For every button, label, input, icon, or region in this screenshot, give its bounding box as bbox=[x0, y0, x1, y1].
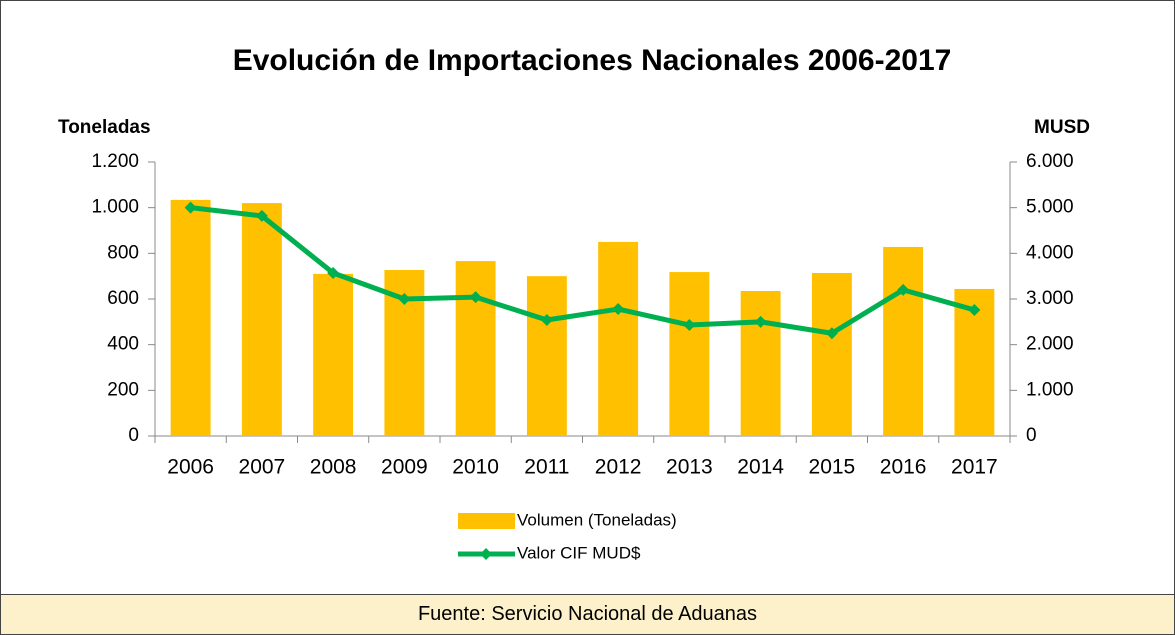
line bbox=[190, 205, 976, 336]
x-tick-label: 2011 bbox=[524, 456, 569, 479]
legend-label: Valor CIF MUD$ bbox=[517, 543, 641, 562]
marker bbox=[968, 303, 981, 316]
legend-label: Volumen (Toneladas) bbox=[517, 510, 677, 529]
yticks-label: 400 bbox=[107, 334, 139, 355]
marker bbox=[255, 209, 268, 222]
x-tick-label: 2007 bbox=[239, 456, 286, 479]
x-tick-label: 2008 bbox=[310, 456, 357, 479]
legend-swatch bbox=[458, 513, 515, 529]
y2-axis-title: MUSD bbox=[1034, 117, 1090, 138]
marker bbox=[612, 303, 625, 316]
x-tick-label: 2016 bbox=[880, 456, 927, 479]
bar bbox=[170, 199, 211, 436]
bar bbox=[455, 261, 496, 436]
x-tick-label: 2014 bbox=[737, 456, 784, 479]
marker bbox=[825, 327, 838, 340]
marker bbox=[897, 283, 910, 296]
y2ticks-label: 4.000 bbox=[1026, 242, 1074, 263]
source-note: Fuente: Servicio Nacional de Aduanas bbox=[0, 595, 1175, 635]
marker bbox=[540, 314, 553, 327]
bar bbox=[241, 203, 282, 436]
x-tick-label: 2017 bbox=[951, 456, 998, 479]
marker bbox=[398, 293, 411, 305]
yticks-label: 1.000 bbox=[91, 197, 139, 218]
chart: Evolución de Importaciones Nacionales 20… bbox=[0, 0, 1175, 595]
bar bbox=[598, 241, 639, 436]
yticks-label: 200 bbox=[107, 379, 139, 400]
x-tick-label: 2015 bbox=[809, 456, 856, 479]
bar bbox=[811, 272, 852, 436]
marker bbox=[469, 291, 482, 304]
x-tick-label: 2009 bbox=[381, 456, 428, 479]
y2ticks-label: 6.000 bbox=[1026, 151, 1074, 172]
chart-title: Evolución de Importaciones Nacionales 20… bbox=[233, 44, 952, 77]
yticks-label: 800 bbox=[107, 242, 139, 263]
bar bbox=[313, 273, 354, 436]
bar bbox=[526, 276, 567, 436]
x-tick-label: 2012 bbox=[595, 456, 642, 479]
y2ticks-label: 5.000 bbox=[1026, 197, 1074, 218]
y2ticks-label: 0 bbox=[1026, 425, 1037, 446]
y2ticks-label: 1.000 bbox=[1026, 379, 1074, 400]
x-tick-label: 2013 bbox=[666, 456, 713, 479]
x-tick-label: 2010 bbox=[452, 456, 499, 479]
y2ticks-label: 3.000 bbox=[1026, 288, 1074, 309]
y-axis-title: Toneladas bbox=[58, 117, 151, 138]
yticks-label: 0 bbox=[128, 425, 139, 446]
bar bbox=[740, 291, 781, 436]
marker bbox=[184, 201, 197, 214]
bar bbox=[669, 272, 710, 436]
marker bbox=[754, 315, 767, 328]
x-tick-label: 2006 bbox=[167, 456, 214, 479]
marker bbox=[327, 266, 340, 279]
yticks-label: 1.200 bbox=[91, 151, 139, 172]
yticks-label: 600 bbox=[107, 288, 139, 309]
bar bbox=[883, 246, 924, 436]
legend-marker bbox=[480, 548, 492, 560]
y2ticks-label: 2.000 bbox=[1026, 334, 1074, 355]
marker bbox=[683, 319, 696, 332]
